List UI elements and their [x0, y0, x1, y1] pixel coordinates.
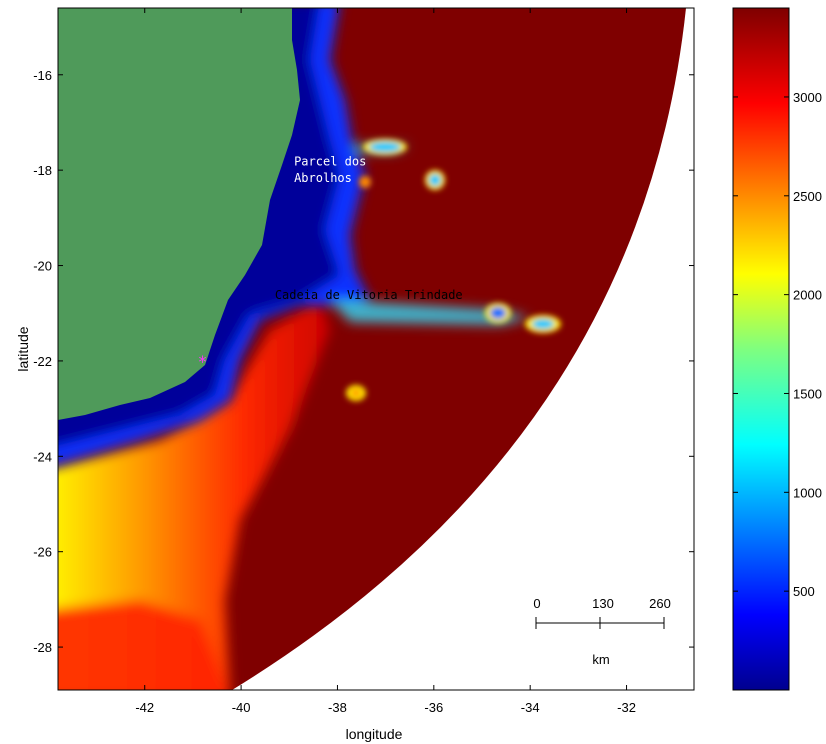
scale-bar: 0 130 260 km [533, 596, 670, 667]
y-tick-label: -26 [33, 545, 52, 560]
x-tick-label: -34 [521, 700, 540, 715]
continental-slope [58, 300, 330, 690]
scale-label-260: 260 [649, 596, 671, 611]
seamounts [346, 139, 561, 401]
x-tick-label: -32 [617, 700, 636, 715]
y-axis-label: latitude [15, 326, 31, 371]
y-tick-label: -16 [33, 68, 52, 83]
colorbar: 500 1000 1500 2000 2500 3000 [732, 7, 822, 691]
map-frame [57, 7, 695, 691]
map-area [58, 8, 686, 690]
map-annotation-label: Parcel dos [294, 154, 366, 168]
x-axis-label: longitude [346, 726, 403, 742]
colorbar-ticks: 500 1000 1500 2000 2500 3000 [733, 90, 822, 599]
y-tick-label: -20 [33, 259, 52, 274]
colorbar-tick-label: 2500 [793, 189, 822, 204]
colorbar-tick-label: 500 [793, 584, 815, 599]
x-tick-label: -40 [232, 700, 251, 715]
colorbar-gradient [733, 8, 789, 690]
y-tick-label: -22 [33, 354, 52, 369]
star-marker-icon: * [199, 352, 207, 371]
x-tick-label: -42 [135, 700, 154, 715]
map-annotation-label: Cadeia de Vitoria Trindade [275, 288, 463, 302]
y-axis-ticks: -16 -18 -20 -22 -24 -26 -28 [33, 68, 694, 655]
y-tick-label: -24 [33, 449, 52, 464]
scale-unit: km [592, 652, 609, 667]
land-mass [58, 8, 300, 420]
map-annotation-label: Abrolhos [294, 171, 352, 185]
x-tick-label: -36 [424, 700, 443, 715]
y-tick-label: -28 [33, 640, 52, 655]
y-tick-label: -18 [33, 163, 52, 178]
map-annotations: Parcel dos Abrolhos Cadeia de Vitoria Trin… [275, 154, 463, 302]
x-axis-ticks: -42 -40 -38 -36 -34 -32 [135, 8, 636, 715]
colorbar-tick-label: 2000 [793, 288, 822, 303]
scale-label-130: 130 [592, 596, 614, 611]
colorbar-frame [732, 7, 790, 691]
site-marker: * [199, 352, 207, 371]
x-tick-label: -38 [328, 700, 347, 715]
colorbar-tick-label: 3000 [793, 90, 822, 105]
colorbar-tick-label: 1000 [793, 485, 822, 500]
colorbar-tick-label: 1500 [793, 386, 822, 401]
scale-label-0: 0 [533, 596, 540, 611]
